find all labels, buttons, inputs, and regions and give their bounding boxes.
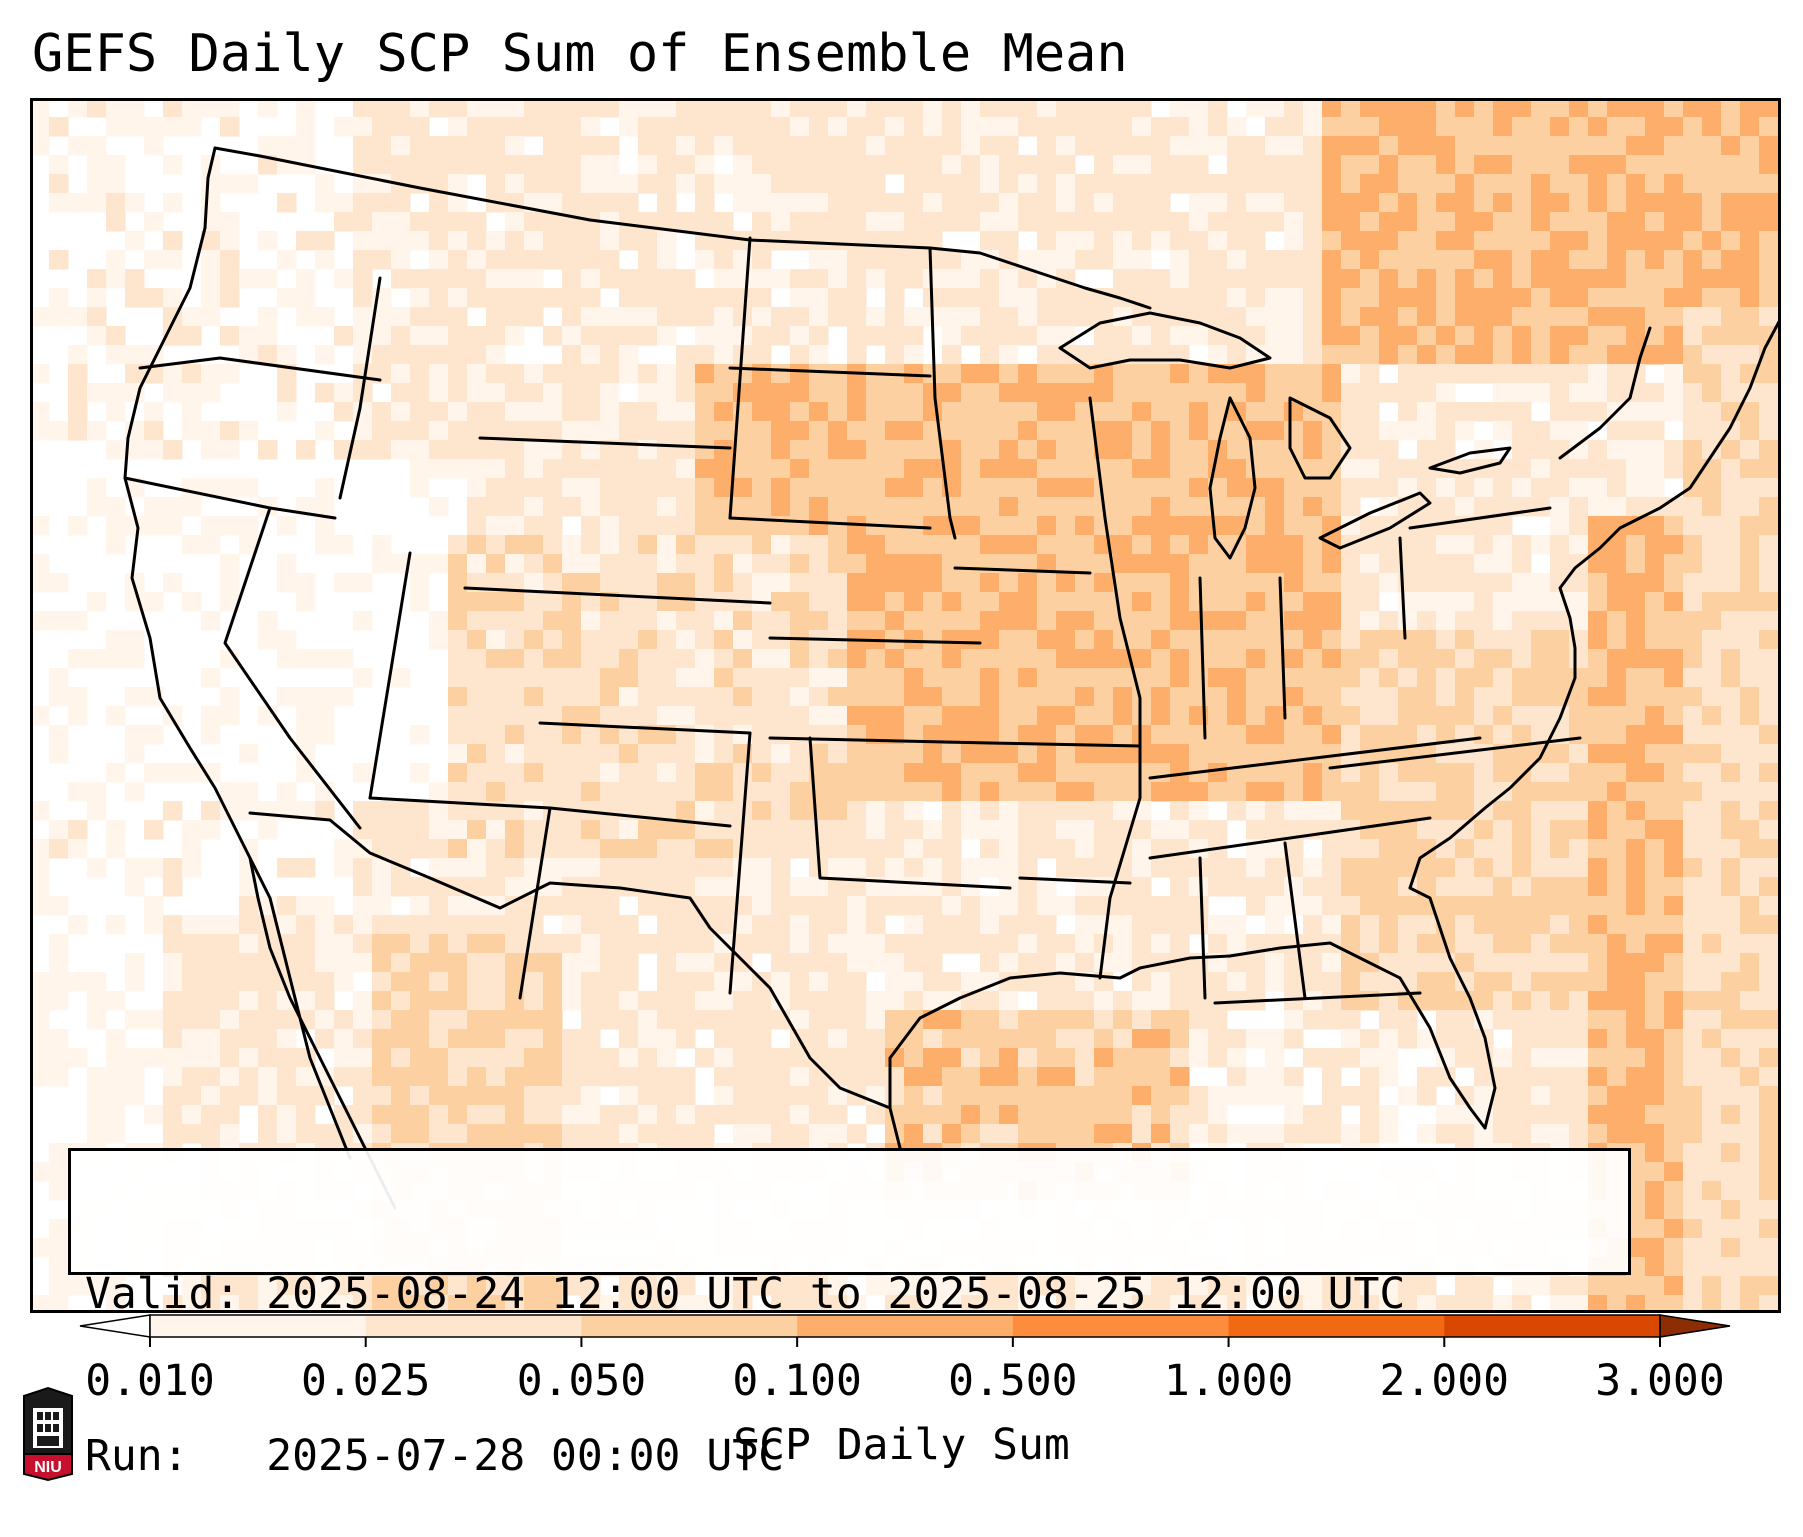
niu-logo-text: NIU xyxy=(34,1459,62,1476)
valid-value: 2025-08-24 12:00 UTC to 2025-08-25 12:00… xyxy=(266,1269,1405,1319)
niu-logo-icon: NIU xyxy=(20,1386,76,1482)
map-panel xyxy=(30,98,1781,1313)
colorbar-bin xyxy=(1013,1315,1229,1337)
colorbar-tick-label: 3.000 xyxy=(1595,1356,1724,1406)
niu-logo: NIU xyxy=(20,1386,76,1482)
colorbar-tick-label: 0.025 xyxy=(301,1356,430,1406)
chart-title: GEFS Daily SCP Sum of Ensemble Mean xyxy=(32,22,1128,86)
colorbar-label: SCP Daily Sum xyxy=(0,1420,1803,1470)
colorbar-bin xyxy=(1229,1315,1445,1337)
colorbar-tick-label: 0.010 xyxy=(85,1356,214,1406)
colorbar-tick-label: 1.000 xyxy=(1164,1356,1293,1406)
colorbar-tick-label: 0.500 xyxy=(948,1356,1077,1406)
colorbar-bin xyxy=(581,1315,797,1337)
colorbar-under-arrow xyxy=(80,1315,150,1337)
colorbar-over-arrow xyxy=(1660,1315,1730,1337)
colorbar-tick-label: 2.000 xyxy=(1380,1356,1509,1406)
valid-label: Valid: xyxy=(85,1269,240,1319)
valid-run-info-box: Valid: 2025-08-24 12:00 UTC to 2025-08-2… xyxy=(68,1148,1631,1275)
colorbar-svg: 0.010 0.025 0.050 0.100 0.500 1.000 2.000 3.000 xyxy=(70,1313,1740,1423)
colorbar-bin xyxy=(150,1315,366,1337)
map-canvas xyxy=(30,98,1781,1313)
colorbar-tick-label: 0.050 xyxy=(517,1356,646,1406)
colorbar-bin xyxy=(366,1315,582,1337)
colorbar-bin xyxy=(1444,1315,1660,1337)
colorbar-tick-label: 0.100 xyxy=(732,1356,861,1406)
colorbar-bin xyxy=(797,1315,1013,1337)
